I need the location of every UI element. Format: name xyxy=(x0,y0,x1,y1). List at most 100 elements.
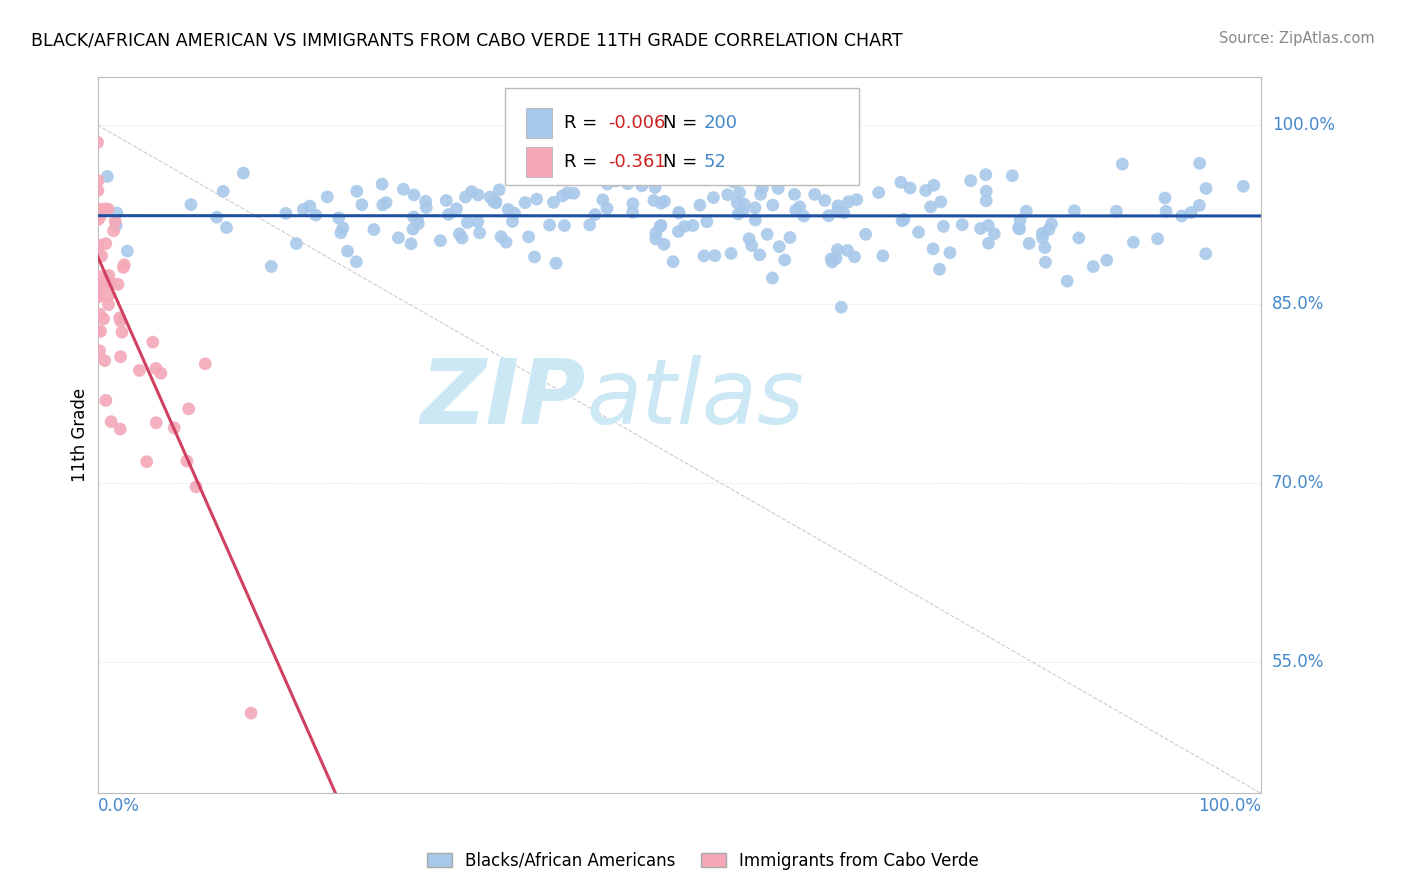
Point xyxy=(553,219,575,233)
Point xyxy=(1195,246,1218,260)
Point xyxy=(974,168,997,182)
Point xyxy=(817,209,839,223)
Point xyxy=(94,236,117,251)
Point xyxy=(336,244,359,259)
Point xyxy=(387,231,409,245)
Point xyxy=(650,196,672,211)
Point xyxy=(316,190,339,204)
Point xyxy=(837,244,859,258)
Point xyxy=(526,192,548,206)
Point xyxy=(86,278,108,293)
Point xyxy=(907,225,929,239)
Point xyxy=(702,191,724,205)
Point xyxy=(557,186,579,200)
Point xyxy=(832,205,855,219)
Point xyxy=(446,202,468,216)
Point xyxy=(814,194,837,208)
Point xyxy=(344,254,367,268)
Point xyxy=(696,215,718,229)
Point xyxy=(562,186,585,201)
Point xyxy=(305,208,328,222)
Point xyxy=(97,268,120,283)
Point xyxy=(128,363,150,377)
Point xyxy=(872,249,894,263)
Point xyxy=(215,220,238,235)
Point xyxy=(668,206,690,220)
Point xyxy=(650,219,672,234)
Point xyxy=(596,202,619,216)
Point xyxy=(744,201,766,215)
Point xyxy=(108,310,131,325)
Point xyxy=(449,227,471,241)
Point xyxy=(180,197,202,211)
Point xyxy=(87,269,110,284)
Point xyxy=(434,194,457,208)
Point xyxy=(485,195,508,210)
Point xyxy=(583,208,606,222)
Point xyxy=(87,290,110,304)
Point xyxy=(501,214,523,228)
Text: R =: R = xyxy=(564,153,603,170)
Point xyxy=(748,248,770,262)
Point xyxy=(643,194,665,208)
FancyBboxPatch shape xyxy=(526,108,553,138)
Point xyxy=(738,232,761,246)
Point xyxy=(392,182,415,196)
Point xyxy=(489,229,512,244)
Point xyxy=(145,361,167,376)
Text: Source: ZipAtlas.com: Source: ZipAtlas.com xyxy=(1219,31,1375,46)
Point xyxy=(346,184,368,198)
Point xyxy=(110,314,132,328)
Point xyxy=(467,215,489,229)
Point xyxy=(437,207,460,221)
Point xyxy=(783,187,806,202)
Point xyxy=(723,175,745,189)
Point xyxy=(720,246,742,260)
Point xyxy=(96,169,118,184)
Point xyxy=(86,202,108,216)
Point xyxy=(1122,235,1144,250)
Point xyxy=(920,200,942,214)
Point xyxy=(298,199,321,213)
Point xyxy=(773,252,796,267)
Point xyxy=(1180,205,1202,219)
Point xyxy=(415,194,437,209)
Point xyxy=(731,204,754,219)
Point xyxy=(1105,204,1128,219)
Point xyxy=(717,187,740,202)
Point xyxy=(893,212,915,227)
Point xyxy=(605,174,627,188)
Point xyxy=(90,324,112,338)
Point xyxy=(744,213,766,227)
Point xyxy=(785,203,807,218)
Point xyxy=(1111,157,1133,171)
Point xyxy=(104,214,127,228)
Point xyxy=(827,204,849,219)
Point xyxy=(1095,253,1118,268)
Point xyxy=(654,194,676,209)
Point xyxy=(891,213,914,227)
Point xyxy=(103,224,125,238)
Point xyxy=(932,219,955,234)
Point xyxy=(142,335,165,350)
Point xyxy=(93,278,115,293)
Point xyxy=(117,244,139,258)
Point xyxy=(94,202,117,216)
Point xyxy=(766,181,789,195)
Text: atlas: atlas xyxy=(586,356,804,443)
Point xyxy=(110,350,132,364)
Text: 200: 200 xyxy=(703,114,738,132)
Text: 100.0%: 100.0% xyxy=(1272,116,1334,134)
Point xyxy=(749,187,772,202)
Point xyxy=(825,252,848,266)
Point xyxy=(86,324,108,338)
Point xyxy=(939,245,962,260)
Point xyxy=(621,205,644,219)
Point xyxy=(898,181,921,195)
Point xyxy=(274,206,297,220)
Point xyxy=(1146,232,1168,246)
Point xyxy=(928,262,950,277)
Point xyxy=(468,226,491,240)
Point xyxy=(451,231,474,245)
Point xyxy=(97,298,120,312)
